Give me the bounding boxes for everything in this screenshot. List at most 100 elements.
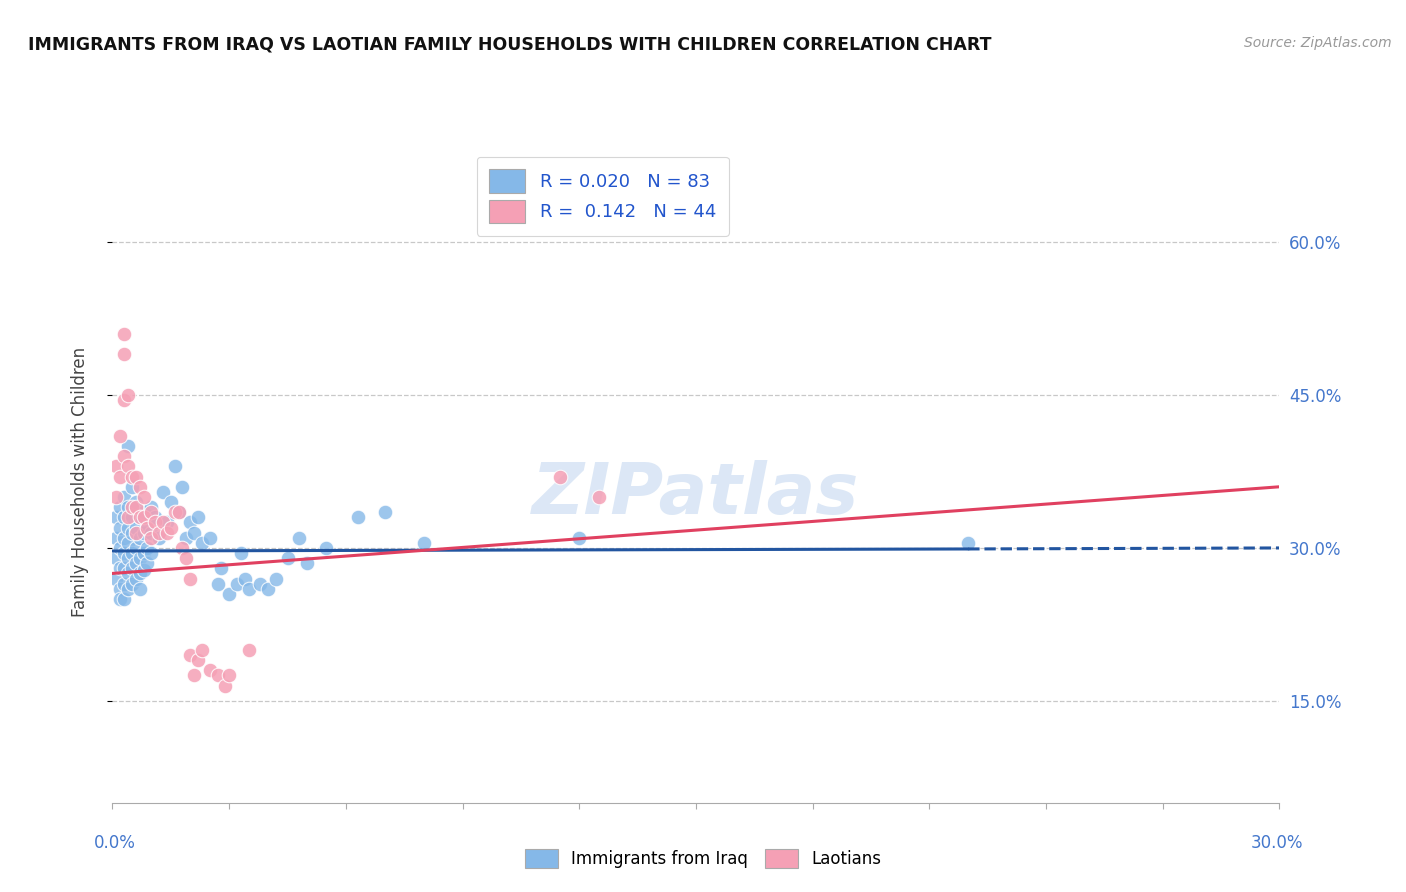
- Point: [141, 525, 163, 540]
- Point: [125, 469, 148, 483]
- Point: [209, 561, 232, 575]
- Point: [112, 591, 135, 606]
- Point: [125, 500, 148, 515]
- Point: [233, 572, 256, 586]
- Point: [167, 505, 190, 519]
- Legend: R = 0.020   N = 83, R =  0.142   N = 44: R = 0.020 N = 83, R = 0.142 N = 44: [477, 157, 728, 235]
- Point: [136, 541, 159, 555]
- Point: [183, 668, 205, 682]
- Point: [167, 505, 190, 519]
- Point: [207, 576, 229, 591]
- Point: [152, 484, 174, 499]
- Point: [132, 490, 155, 504]
- Point: [112, 393, 135, 408]
- Point: [412, 536, 434, 550]
- Point: [179, 572, 201, 586]
- Point: [588, 490, 610, 504]
- Point: [117, 536, 139, 550]
- Point: [117, 510, 139, 524]
- Point: [110, 582, 132, 596]
- Point: [121, 561, 143, 575]
- Point: [105, 490, 128, 504]
- Point: [187, 510, 209, 524]
- Text: ZIPatlas: ZIPatlas: [533, 460, 859, 529]
- Point: [112, 576, 135, 591]
- Point: [121, 500, 143, 515]
- Point: [141, 546, 163, 560]
- Text: 0.0%: 0.0%: [94, 834, 136, 852]
- Text: IMMIGRANTS FROM IRAQ VS LAOTIAN FAMILY HOUSEHOLDS WITH CHILDREN CORRELATION CHAR: IMMIGRANTS FROM IRAQ VS LAOTIAN FAMILY H…: [28, 36, 991, 54]
- Point: [105, 531, 128, 545]
- Point: [112, 546, 135, 560]
- Point: [117, 582, 139, 596]
- Point: [191, 536, 214, 550]
- Point: [176, 531, 198, 545]
- Point: [143, 510, 166, 524]
- Point: [132, 563, 155, 577]
- Point: [125, 541, 148, 555]
- Point: [288, 531, 311, 545]
- Point: [128, 551, 150, 566]
- Point: [110, 469, 132, 483]
- Point: [125, 525, 148, 540]
- Point: [136, 520, 159, 534]
- Point: [121, 576, 143, 591]
- Point: [136, 556, 159, 570]
- Point: [110, 520, 132, 534]
- Point: [160, 520, 183, 534]
- Point: [957, 536, 980, 550]
- Point: [226, 576, 249, 591]
- Point: [112, 347, 135, 361]
- Point: [315, 541, 337, 555]
- Point: [187, 653, 209, 667]
- Point: [110, 541, 132, 555]
- Point: [132, 505, 155, 519]
- Point: [141, 500, 163, 515]
- Point: [117, 388, 139, 402]
- Point: [112, 326, 135, 341]
- Point: [148, 531, 170, 545]
- Point: [125, 556, 148, 570]
- Point: [179, 648, 201, 662]
- Point: [218, 587, 240, 601]
- Point: [117, 439, 139, 453]
- Point: [110, 429, 132, 443]
- Point: [207, 668, 229, 682]
- Point: [117, 566, 139, 581]
- Point: [125, 520, 148, 534]
- Text: 30.0%: 30.0%: [1250, 834, 1303, 852]
- Point: [141, 505, 163, 519]
- Point: [156, 525, 179, 540]
- Point: [132, 510, 155, 524]
- Point: [121, 480, 143, 494]
- Point: [264, 572, 287, 586]
- Point: [143, 516, 166, 530]
- Point: [121, 469, 143, 483]
- Point: [112, 561, 135, 575]
- Point: [276, 551, 298, 566]
- Point: [163, 505, 186, 519]
- Point: [110, 561, 132, 575]
- Point: [218, 668, 240, 682]
- Text: Source: ZipAtlas.com: Source: ZipAtlas.com: [1244, 36, 1392, 50]
- Point: [128, 510, 150, 524]
- Point: [105, 572, 128, 586]
- Point: [295, 556, 318, 570]
- Point: [132, 546, 155, 560]
- Point: [117, 459, 139, 474]
- Point: [183, 525, 205, 540]
- Point: [346, 510, 368, 524]
- Point: [121, 510, 143, 524]
- Point: [249, 576, 271, 591]
- Point: [163, 459, 186, 474]
- Point: [238, 643, 260, 657]
- Point: [121, 525, 143, 540]
- Point: [112, 531, 135, 545]
- Point: [257, 582, 280, 596]
- Point: [152, 516, 174, 530]
- Point: [112, 490, 135, 504]
- Point: [568, 531, 591, 545]
- Point: [112, 510, 135, 524]
- Point: [156, 516, 179, 530]
- Legend: Immigrants from Iraq, Laotians: Immigrants from Iraq, Laotians: [517, 842, 889, 875]
